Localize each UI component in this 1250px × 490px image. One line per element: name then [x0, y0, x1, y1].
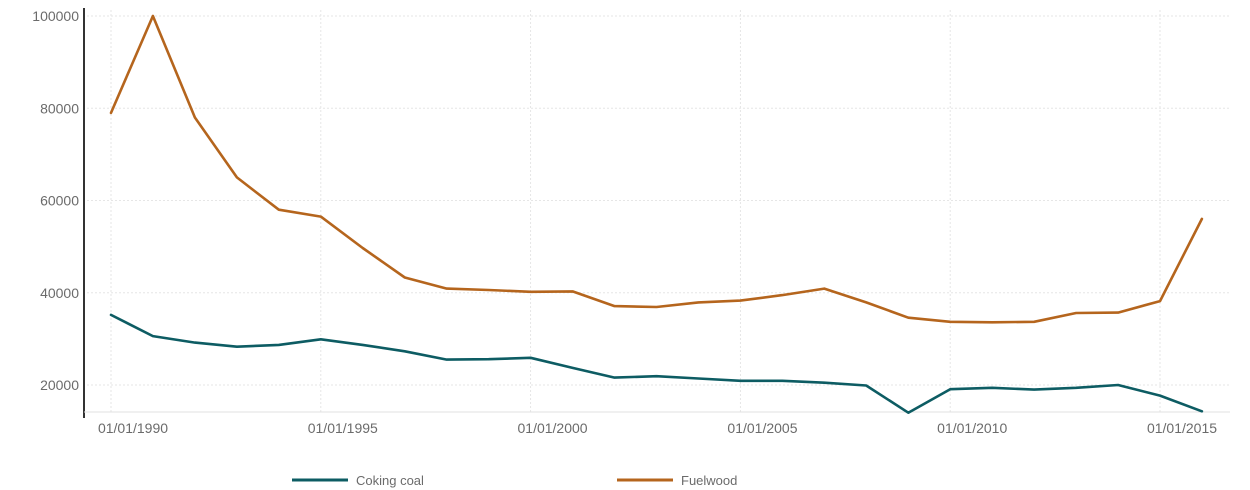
x-tick-label: 01/01/2000	[518, 420, 588, 436]
x-axis-tick-labels: 01/01/1990 01/01/1995 01/01/2000 01/01/2005…	[98, 420, 1217, 436]
x-tick-label: 01/01/2015	[1147, 420, 1217, 436]
legend-label: Fuelwood	[681, 473, 737, 488]
legend-label: Coking coal	[356, 473, 424, 488]
y-axis-tick-labels: 20000 40000 60000 80000 100000	[32, 8, 79, 393]
y-tick-label: 20000	[40, 377, 79, 393]
axes	[83, 8, 1230, 418]
x-tick-label: 01/01/1995	[308, 420, 378, 436]
grid-lines	[87, 10, 1230, 412]
y-tick-label: 80000	[40, 100, 79, 116]
y-tick-label: 100000	[32, 8, 79, 24]
legend-item-fuelwood[interactable]: Fuelwood	[617, 473, 737, 488]
y-tick-label: 60000	[40, 193, 79, 209]
legend-item-coking-coal[interactable]: Coking coal	[292, 473, 424, 488]
y-tick-label: 40000	[40, 285, 79, 301]
legend[interactable]: Coking coal Fuelwood	[292, 473, 737, 488]
series-line-coking-coal[interactable]	[109, 313, 1204, 415]
x-tick-label: 01/01/2005	[727, 420, 797, 436]
series-lines	[109, 14, 1204, 415]
series-line-fuelwood[interactable]	[109, 14, 1204, 324]
x-tick-label: 01/01/1990	[98, 420, 168, 436]
x-tick-label: 01/01/2010	[937, 420, 1007, 436]
